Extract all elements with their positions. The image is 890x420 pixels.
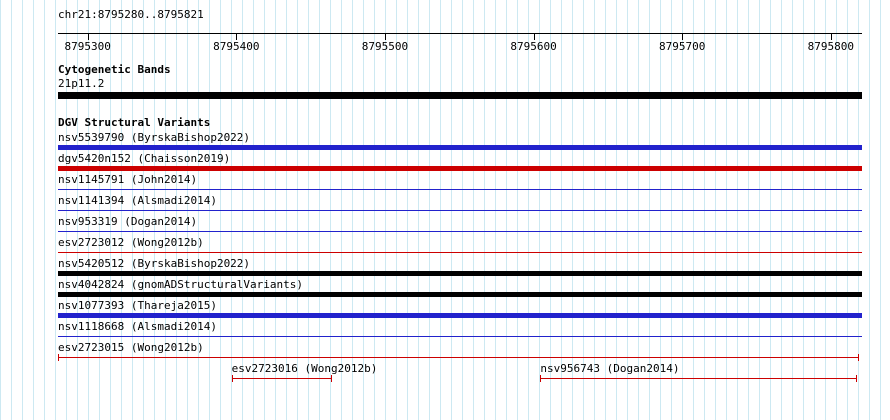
variant-row: esv2723015 (Wong2012b) [58, 341, 862, 362]
variant-row: nsv5420512 (ByrskaBishop2022) [58, 257, 862, 278]
ruler-tick-label: 8795600 [510, 40, 557, 53]
variant-bar-cap-right [856, 375, 858, 382]
ruler-tick-label: 8795300 [64, 40, 111, 53]
variant-label[interactable]: nsv1077393 (Thareja2015) [58, 299, 217, 312]
variant-bar[interactable] [58, 145, 862, 150]
variant-bar[interactable] [58, 252, 862, 253]
variant-label[interactable]: esv2723016 (Wong2012b) [231, 362, 378, 375]
variant-bar[interactable] [58, 189, 862, 190]
variant-bar-cap-right [331, 375, 333, 382]
variant-bar-cap-left [58, 354, 59, 361]
plot-area: 8795300 8795400 8795500 8795600 8795700 87958… [58, 0, 862, 420]
variant-label[interactable]: nsv5420512 (ByrskaBishop2022) [58, 257, 251, 270]
variant-row: esv2723016 (Wong2012b) nsv956743 (Dogan20… [58, 362, 862, 383]
cytoband-bar[interactable] [58, 92, 862, 99]
variant-bar-cap-right [857, 354, 859, 361]
ruler-tick [533, 33, 535, 40]
variant-row: nsv1077393 (Thareja2015) [58, 299, 862, 320]
variant-label[interactable]: nsv956743 (Dogan2014) [540, 362, 680, 375]
variant-bar-cap-left [231, 375, 233, 382]
variant-label[interactable]: esv2723012 (Wong2012b) [58, 236, 204, 249]
variant-bar[interactable] [540, 375, 858, 382]
variant-label[interactable]: esv2723015 (Wong2012b) [58, 341, 204, 354]
variant-row: nsv1141394 (Alsmadi2014) [58, 194, 862, 215]
ruler-tick [236, 33, 238, 40]
variant-row: nsv5539790 (ByrskaBishop2022) [58, 131, 862, 152]
variant-row: nsv4042824 (gnomADStructuralVariants) [58, 278, 862, 299]
ruler-tick-label: 8795800 [807, 40, 854, 53]
ruler-axis [58, 33, 862, 34]
cytobands-title: Cytogenetic Bands [58, 63, 171, 76]
ruler-tick-label: 8795500 [361, 40, 409, 53]
variant-bar[interactable] [58, 292, 862, 297]
ruler-tick-label: 8795700 [658, 40, 706, 53]
variant-bar[interactable] [58, 354, 859, 361]
variant-row: dgv5420n152 (Chaisson2019) [58, 152, 862, 173]
position-label: chr21:8795280..8795821 [58, 8, 204, 21]
ruler-tick [384, 33, 386, 40]
variant-rows: nsv5539790 (ByrskaBishop2022) dgv5420n152… [58, 131, 862, 383]
variant-bar-cap-left [540, 375, 542, 382]
variant-row: nsv953319 (Dogan2014) [58, 215, 862, 236]
variant-label[interactable]: nsv5539790 (ByrskaBishop2022) [58, 131, 251, 144]
variant-label[interactable]: nsv1118668 (Alsmadi2014) [58, 320, 217, 333]
variant-row: nsv1145791 (John2014) [58, 173, 862, 194]
variant-bar[interactable] [58, 313, 862, 318]
variant-bar[interactable] [58, 336, 862, 337]
variant-bar[interactable] [58, 210, 862, 211]
variant-label[interactable]: nsv1145791 (John2014) [58, 173, 198, 186]
ruler-tick [830, 33, 832, 40]
variant-row: nsv1118668 (Alsmadi2014) [58, 320, 862, 341]
variant-label[interactable]: nsv953319 (Dogan2014) [58, 215, 198, 228]
variant-label[interactable]: dgv5420n152 (Chaisson2019) [58, 152, 231, 165]
variant-label[interactable]: nsv4042824 (gnomADStructuralVariants) [58, 278, 304, 291]
variant-bar[interactable] [58, 231, 862, 232]
cytoband-label: 21p11.2 [58, 77, 105, 90]
ruler-tick [87, 33, 89, 40]
variant-row: esv2723012 (Wong2012b) [58, 236, 862, 257]
dgv-title: DGV Structural Variants [58, 116, 211, 129]
ruler-tick-label: 8795400 [213, 40, 260, 53]
ruler-tick [682, 33, 684, 40]
variant-bar[interactable] [58, 166, 862, 171]
variant-bar[interactable] [58, 271, 862, 276]
variant-label[interactable]: nsv1141394 (Alsmadi2014) [58, 194, 217, 207]
variant-bar[interactable] [231, 375, 333, 382]
